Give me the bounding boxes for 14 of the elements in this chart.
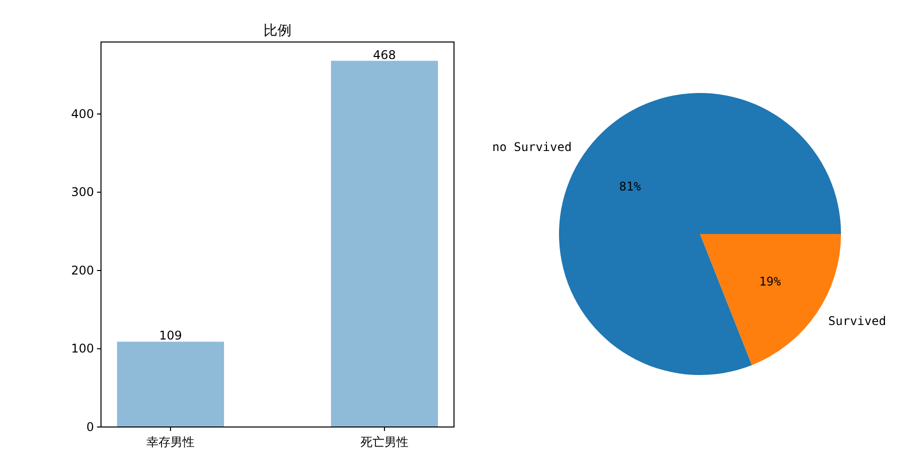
data-label: 468 xyxy=(373,48,396,62)
x-tick-label: 幸存男性 xyxy=(146,435,195,449)
slice-label: Survived xyxy=(828,314,886,328)
y-tick-label: 200 xyxy=(71,263,94,278)
y-tick-label: 300 xyxy=(71,185,94,200)
slice-label: no Survived xyxy=(492,140,572,154)
x-tick-label: 死亡男性 xyxy=(360,435,408,449)
y-tick-label: 100 xyxy=(71,342,94,356)
data-label: 109 xyxy=(159,328,182,343)
data-label: 81% xyxy=(619,179,642,194)
y-tick-label: 400 xyxy=(71,106,94,121)
chart-title: 比例 xyxy=(264,23,292,39)
data-label: 19% xyxy=(759,274,782,289)
y-tick-label: 0 xyxy=(86,420,94,434)
